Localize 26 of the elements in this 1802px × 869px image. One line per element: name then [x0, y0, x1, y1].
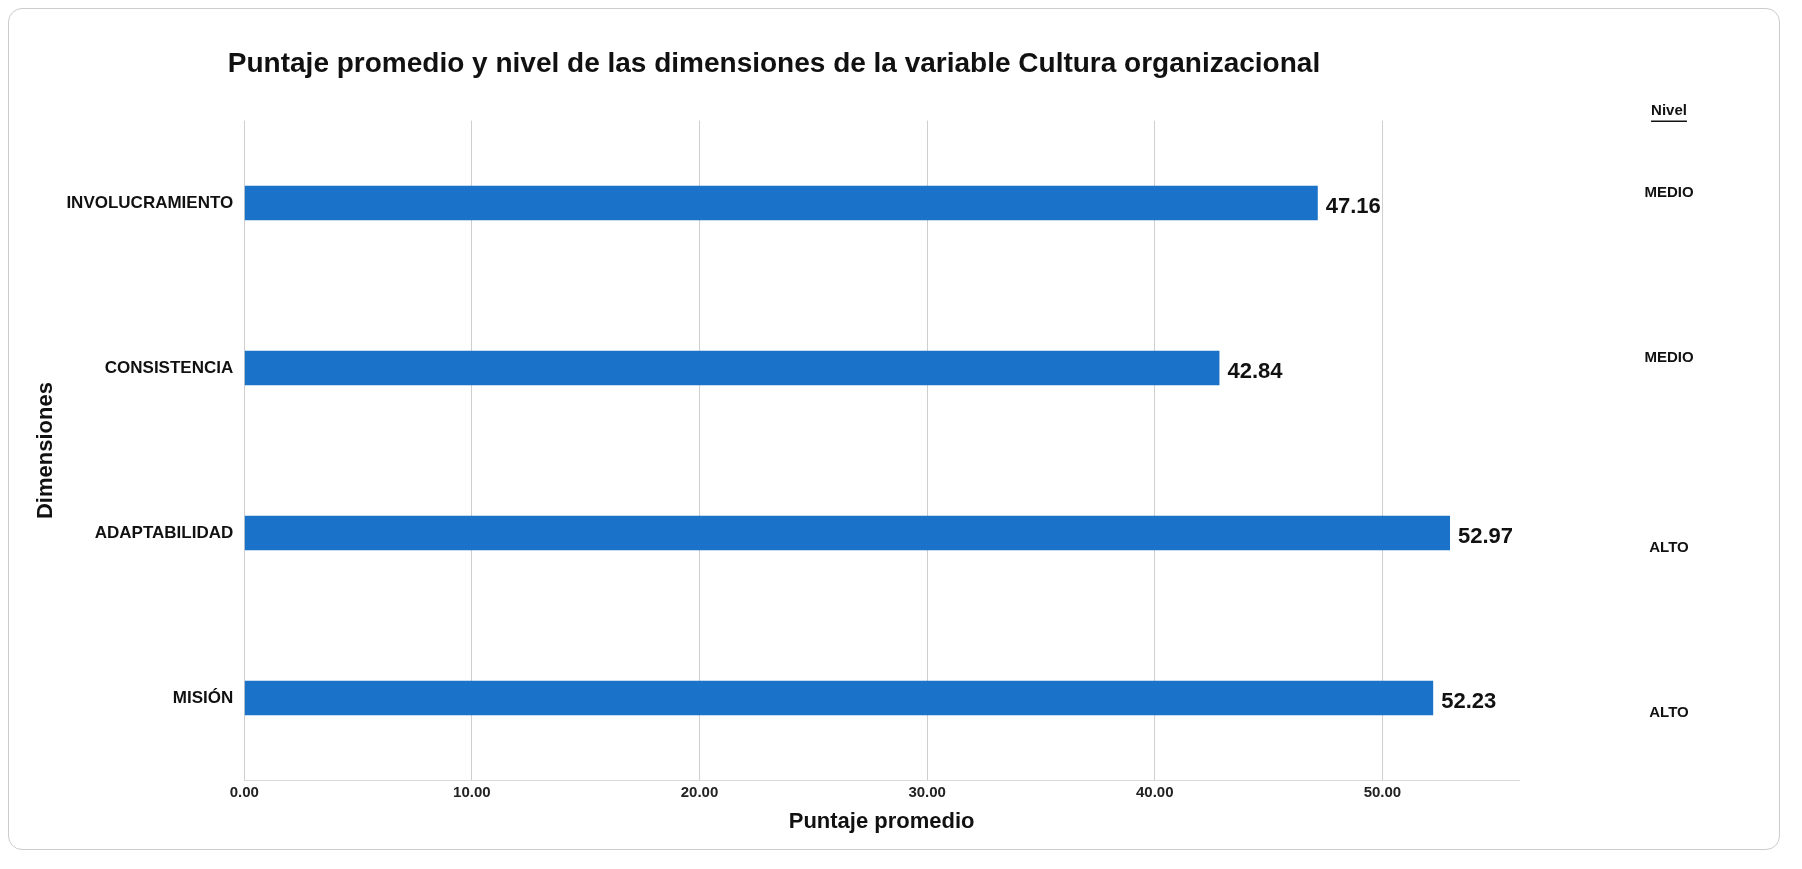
- y-axis-title: Dimensiones: [32, 382, 58, 520]
- data-label: 52.23: [1441, 688, 1497, 714]
- bar: [244, 350, 1220, 386]
- y-tick-label: ADAPTABILIDAD: [94, 522, 234, 542]
- data-label: 47.16: [1325, 193, 1381, 219]
- data-label: 52.97: [1458, 523, 1514, 549]
- x-tick-label: 50.00: [1363, 782, 1402, 800]
- x-tick-label: 0.00: [229, 782, 259, 800]
- y-tick-label: INVOLUCRAMIENTO: [66, 192, 234, 212]
- text: MEDIO: [1644, 183, 1694, 201]
- x-tick-label: 40.00: [1136, 782, 1174, 800]
- x-tick-label: 20.00: [680, 782, 719, 800]
- text: Nivel: [1651, 100, 1687, 118]
- bar: [244, 185, 1318, 221]
- x-tick-label: 30.00: [908, 782, 946, 800]
- text: ALTO: [1649, 703, 1690, 721]
- x-axis-title: Puntaje promedio: [788, 807, 975, 833]
- y-tick-label: MISIÓN: [172, 687, 234, 707]
- chart-title: Puntaje promedio y nivel de las dimensiones de la variable Cultura organizacional: [227, 46, 1321, 78]
- text: MEDIO: [1644, 348, 1694, 366]
- x-tick-label: 10.00: [453, 782, 491, 800]
- text: ALTO: [1649, 538, 1690, 556]
- data-label: 42.84: [1227, 358, 1284, 384]
- bar: [244, 680, 1434, 716]
- y-tick-label: CONSISTENCIA: [104, 357, 234, 377]
- bar: [244, 515, 1451, 551]
